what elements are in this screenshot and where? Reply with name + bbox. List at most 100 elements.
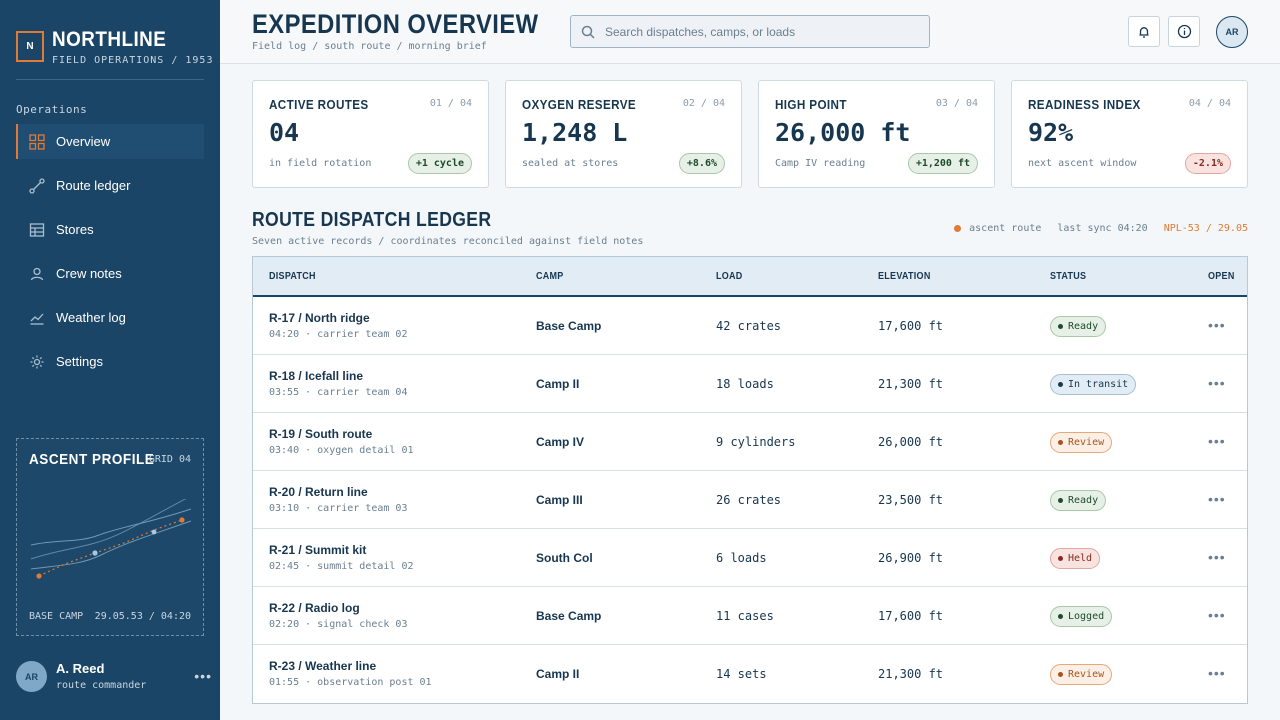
search-box[interactable] <box>570 15 930 48</box>
dispatch-meta: 04:20 · carrier team 02 <box>269 329 408 340</box>
table-row[interactable]: R-21 / Summit kit 02:45 · summit detail … <box>253 529 1247 587</box>
status-badge: Ready <box>1050 316 1107 337</box>
brand-name: NORTHLINE <box>52 28 167 51</box>
table-icon <box>28 221 46 239</box>
breadcrumb: Field log / south route / morning brief <box>252 41 487 52</box>
sidebar-item-settings[interactable]: Settings <box>16 344 204 379</box>
kpi-delta-badge: +1,200 ft <box>907 153 978 174</box>
dispatch-meta: 03:55 · carrier team 04 <box>269 387 408 398</box>
elevation-cell: 23,500 ft <box>878 493 944 507</box>
table-row[interactable]: R-20 / Return line 03:10 · carrier team … <box>253 471 1247 529</box>
sidebar-item-stores[interactable]: Stores <box>16 212 204 247</box>
table-row[interactable]: R-23 / Weather line 01:55 · observation … <box>253 645 1247 703</box>
column-header-elevation[interactable]: ELEVATION <box>878 271 931 282</box>
info-icon <box>1177 24 1191 39</box>
info-button[interactable] <box>1168 16 1200 47</box>
notifications-button[interactable] <box>1128 16 1160 47</box>
ascent-profile-graphic <box>30 499 192 579</box>
more-icon[interactable]: ••• <box>194 668 212 684</box>
sidebar-item-label: Settings <box>56 354 103 369</box>
status-badge: Held <box>1050 548 1101 569</box>
sidebar-item-route-ledger[interactable]: Route ledger <box>16 168 204 203</box>
person-icon <box>28 265 46 283</box>
search-input[interactable] <box>605 24 905 39</box>
more-icon[interactable]: ••• <box>1208 317 1226 333</box>
dispatch-meta: 01:55 · observation post 01 <box>269 677 432 688</box>
avatar: AR <box>16 661 47 692</box>
elevation-cell: 17,600 ft <box>878 319 944 333</box>
kpi-row: ACTIVE ROUTES 01 / 04 04 in field rotati… <box>252 80 1248 188</box>
sidebar-item-overview[interactable]: Overview <box>16 124 204 159</box>
user-card[interactable]: AR A. Reed route commander ••• <box>16 660 216 694</box>
dispatch-name[interactable]: R-19 / South route <box>269 427 373 441</box>
ledger-meta: ascent route last sync 04:20 NPL-53 / 29… <box>954 223 1248 234</box>
status-badge: Ready <box>1050 490 1107 511</box>
kpi-label: OXYGEN RESERVE <box>522 97 637 112</box>
elevation-cell: 26,000 ft <box>878 435 944 449</box>
camp-cell: Base Camp <box>536 319 602 333</box>
sidebar-item-label: Stores <box>56 222 94 237</box>
kpi-value: 1,248 L <box>522 118 628 147</box>
more-icon[interactable]: ••• <box>1208 433 1226 449</box>
kpi-delta-badge: +8.6% <box>678 153 725 174</box>
dispatch-name[interactable]: R-18 / Icefall line <box>269 369 364 383</box>
dispatch-name[interactable]: R-22 / Radio log <box>269 601 360 615</box>
load-cell: 18 loads <box>716 377 774 391</box>
avatar[interactable]: AR <box>1216 16 1248 48</box>
load-cell: 42 crates <box>716 319 782 333</box>
section-subtitle: Seven active records / coordinates recon… <box>252 236 644 247</box>
kpi-delta-badge: -2.1% <box>1184 153 1231 174</box>
dispatch-meta: 02:20 · signal check 03 <box>269 619 408 630</box>
dispatch-name[interactable]: R-20 / Return line <box>269 485 368 499</box>
kpi-card-readiness-index: READINESS INDEX 04 / 04 92% next ascent … <box>1011 80 1248 188</box>
camp-cell: Camp II <box>536 667 580 681</box>
table-row[interactable]: R-22 / Radio log 02:20 · signal check 03… <box>253 587 1247 645</box>
load-cell: 11 cases <box>716 609 774 623</box>
more-icon[interactable]: ••• <box>1208 375 1226 391</box>
profile-title: ASCENT PROFILE <box>29 451 155 468</box>
kpi-index: 03 / 04 <box>935 98 978 109</box>
grid-icon <box>28 133 46 151</box>
more-icon[interactable]: ••• <box>1208 665 1226 681</box>
profile-grid-label: GRID 04 <box>148 454 191 465</box>
dispatch-name[interactable]: R-23 / Weather line <box>269 659 377 673</box>
legend-dot-icon <box>954 225 962 232</box>
dispatch-name[interactable]: R-21 / Summit kit <box>269 543 367 557</box>
table-row[interactable]: R-18 / Icefall line 03:55 · carrier team… <box>253 355 1247 413</box>
table-row[interactable]: R-17 / North ridge 04:20 · carrier team … <box>253 297 1247 355</box>
camp-cell: Camp II <box>536 377 580 391</box>
column-header-load[interactable]: LOAD <box>716 271 743 282</box>
brand: N NORTHLINE FIELD OPERATIONS / 1953 <box>16 29 213 66</box>
column-header-camp[interactable]: CAMP <box>536 271 564 282</box>
more-icon[interactable]: ••• <box>1208 491 1226 507</box>
status-badge: In transit <box>1050 374 1137 395</box>
table-row[interactable]: R-19 / South route 03:40 · oxygen detail… <box>253 413 1247 471</box>
record-code: NPL-53 / 29.05 <box>1163 223 1248 234</box>
camp-cell: Base Camp <box>536 609 602 623</box>
dispatch-meta: 03:40 · oxygen detail 01 <box>269 445 414 456</box>
column-header-status[interactable]: STATUS <box>1050 271 1087 282</box>
sidebar-item-weather-log[interactable]: Weather log <box>16 300 204 335</box>
dispatch-meta: 02:45 · summit detail 02 <box>269 561 414 572</box>
more-icon[interactable]: ••• <box>1208 549 1226 565</box>
gear-icon <box>28 353 46 371</box>
column-header-dispatch[interactable]: DISPATCH <box>269 271 316 282</box>
ascent-profile-card: ASCENT PROFILE GRID 04 BASE CAMP 29.05.5… <box>16 438 204 636</box>
kpi-value: 92% <box>1028 118 1074 147</box>
kpi-delta-badge: +1 cycle <box>407 153 472 174</box>
kpi-label: ACTIVE ROUTES <box>269 97 369 112</box>
status-badge: Review <box>1050 432 1113 453</box>
kpi-value: 04 <box>269 118 300 147</box>
sidebar-item-crew-notes[interactable]: Crew notes <box>16 256 204 291</box>
dispatch-name[interactable]: R-17 / North ridge <box>269 311 370 325</box>
user-role: route commander <box>56 680 147 691</box>
sidebar-item-label: Route ledger <box>56 178 131 193</box>
dispatch-meta: 03:10 · carrier team 03 <box>269 503 408 514</box>
kpi-value: 26,000 ft <box>775 118 911 147</box>
elevation-cell: 17,600 ft <box>878 609 944 623</box>
more-icon[interactable]: ••• <box>1208 607 1226 623</box>
elevation-cell: 21,300 ft <box>878 667 944 681</box>
camp-cell: South Col <box>536 551 593 565</box>
brand-logo: N <box>16 31 44 62</box>
camp-cell: Camp IV <box>536 435 585 449</box>
